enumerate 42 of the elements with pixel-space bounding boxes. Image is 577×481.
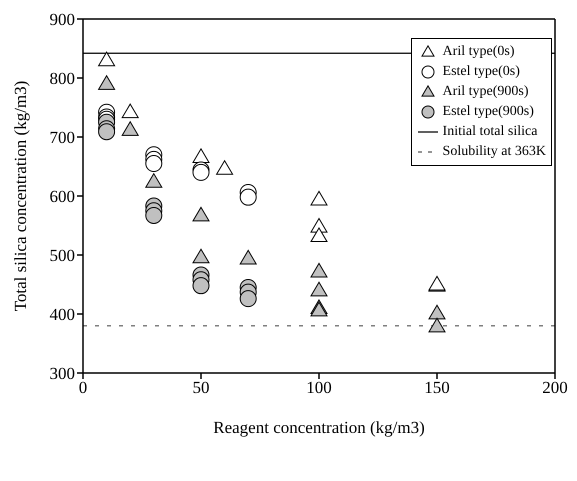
x-tick-label: 50	[192, 378, 210, 398]
y-tick-label: 800	[50, 69, 75, 88]
x-tick-label: 0	[78, 378, 88, 398]
point	[428, 318, 446, 332]
y-tick-label: 300	[50, 364, 75, 384]
point	[310, 282, 328, 296]
x-tick-label: 200	[542, 378, 568, 398]
point	[240, 290, 257, 308]
point	[192, 206, 210, 222]
x-tick-label: 100	[306, 378, 332, 398]
x-tick-label: 150	[424, 378, 450, 398]
legend-label: Initial total silica	[442, 123, 538, 141]
y-tick-label: 600	[50, 187, 75, 206]
legend-label: Estel type(900s)	[442, 103, 534, 121]
y-tick-label: 500	[50, 246, 75, 266]
y-tick-label: 400	[50, 305, 75, 324]
point	[240, 188, 257, 206]
point	[192, 148, 210, 163]
point	[98, 52, 116, 66]
point	[145, 155, 162, 172]
point	[98, 123, 116, 140]
point	[145, 173, 162, 188]
legend-label: Aril type(0s)	[442, 43, 514, 61]
point	[310, 227, 328, 242]
point	[310, 262, 328, 278]
point	[240, 250, 257, 264]
y-tick-label: 900	[50, 10, 75, 30]
point	[192, 277, 210, 294]
x-axis-title: Reagent concentration (kg/m3)	[213, 418, 425, 437]
point	[192, 248, 210, 264]
point	[216, 160, 234, 175]
point	[122, 121, 139, 136]
point	[145, 206, 162, 224]
point	[98, 75, 116, 90]
point	[310, 190, 328, 206]
legend-label: Aril type(900s)	[442, 83, 528, 101]
point	[122, 104, 139, 118]
y-axis-title: Total silica concentration (kg/m3)	[11, 80, 30, 312]
y-tick-label: 700	[50, 128, 75, 148]
legend-label: Estel type(0s)	[442, 63, 520, 81]
point	[428, 304, 446, 320]
legend-label: Solubility at 363K	[442, 143, 546, 161]
